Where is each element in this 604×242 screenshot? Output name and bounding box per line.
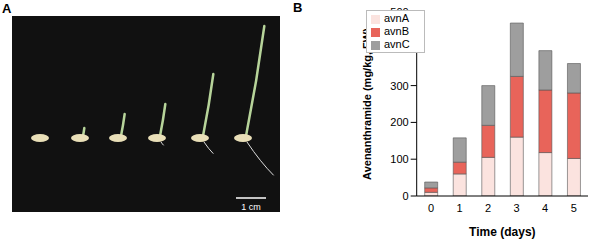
svg-text:100: 100 <box>390 153 408 165</box>
svg-text:A: A <box>8 1 12 16</box>
svg-text:200: 200 <box>390 116 408 128</box>
svg-text:1: 1 <box>456 202 462 214</box>
svg-text:5: 5 <box>571 202 577 214</box>
svg-text:3: 3 <box>514 202 520 214</box>
svg-text:1 cm: 1 cm <box>241 202 261 212</box>
svg-text:Time (days): Time (days) <box>469 225 535 239</box>
svg-text:400: 400 <box>390 43 408 55</box>
svg-text:2: 2 <box>485 202 491 214</box>
svg-text:Avenanthramide (mg/kg, FW): Avenanthramide (mg/kg, FW) <box>361 28 373 180</box>
svg-text:0: 0 <box>428 202 434 214</box>
svg-text:0: 0 <box>403 190 409 202</box>
svg-text:300: 300 <box>390 80 408 92</box>
svg-text:500: 500 <box>390 6 408 18</box>
svg-text:4: 4 <box>542 202 548 214</box>
